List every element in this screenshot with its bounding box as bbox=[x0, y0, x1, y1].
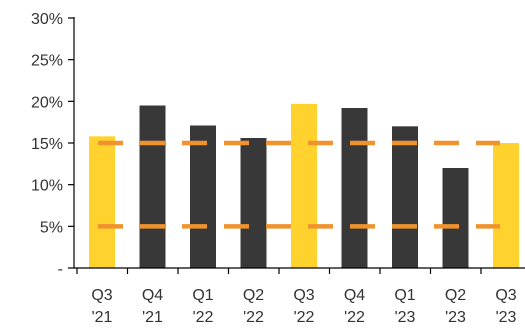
x-axis: Q3'21 Q4'21 Q1'22 Q2'22 Q3'22 Q4'22 Q1'23 Q2'23… bbox=[74, 267, 525, 326]
bar bbox=[341, 108, 368, 268]
x-tick-label: Q2'23 bbox=[445, 287, 466, 326]
y-axis: - 5% 10% 15% 20% 25% 30% bbox=[31, 11, 75, 278]
x-tick-label: Q3'21 bbox=[91, 287, 112, 326]
bar bbox=[190, 125, 216, 268]
bar bbox=[139, 105, 166, 268]
y-tick-label: - bbox=[58, 261, 63, 278]
bar bbox=[291, 103, 317, 268]
x-tick-label: Q4'22 bbox=[344, 287, 365, 326]
bar bbox=[89, 136, 115, 268]
y-tick-label: 10% bbox=[31, 178, 63, 195]
y-tick-label: 25% bbox=[31, 53, 63, 70]
x-tick-label: Q3'23 bbox=[495, 287, 516, 326]
bar bbox=[240, 138, 267, 268]
y-tick-label: 20% bbox=[31, 94, 63, 111]
y-tick-label: 15% bbox=[31, 136, 63, 153]
y-tick-label: 30% bbox=[31, 11, 63, 28]
x-tick-label: Q1'23 bbox=[394, 287, 415, 326]
x-tick-label: Q3'22 bbox=[293, 287, 314, 326]
bar bbox=[442, 168, 469, 268]
bars bbox=[89, 103, 519, 268]
x-tick-label: Q4'21 bbox=[142, 287, 163, 326]
x-tick-label: Q1'22 bbox=[192, 287, 213, 326]
bar bbox=[493, 143, 519, 268]
y-tick-label: 5% bbox=[40, 219, 63, 236]
bar bbox=[392, 126, 418, 268]
x-tick-label: Q2'22 bbox=[243, 287, 264, 326]
reference-lines bbox=[98, 140, 500, 229]
